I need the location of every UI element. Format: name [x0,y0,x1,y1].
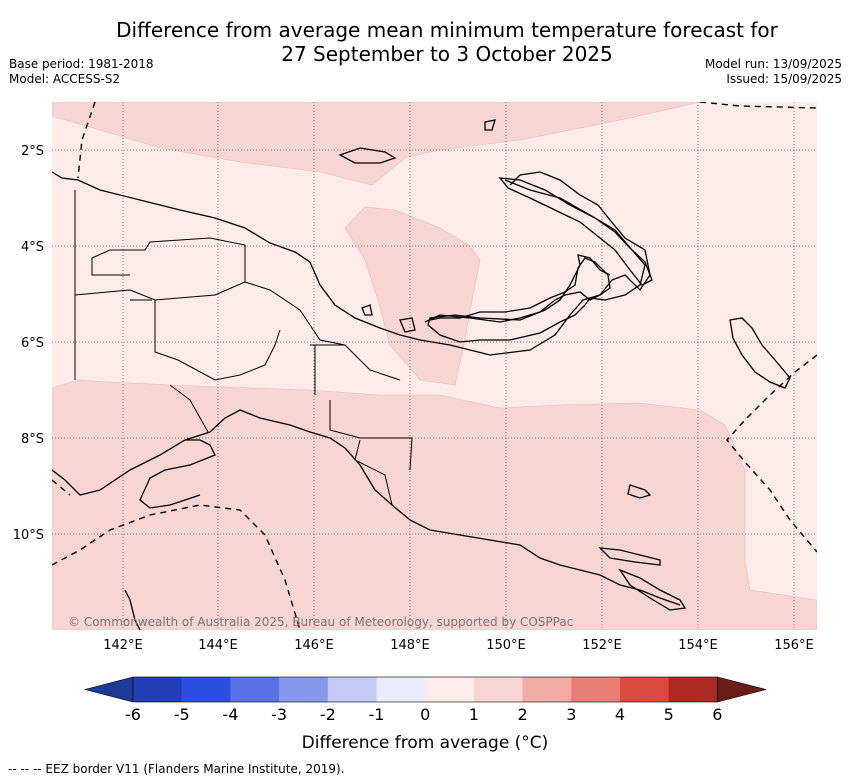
colorbar-tick-label: -3 [271,705,288,724]
colorbar-tick-label: -1 [368,705,385,724]
colorbar-tick-label: -5 [173,705,190,724]
new-ireland-coast [498,177,653,286]
colorbar-tick-label: -6 [125,705,141,724]
colorbar-tick-label: 0 [420,705,431,724]
colorbar-segment [522,677,572,702]
colorbar-tick-label: 1 [468,705,479,724]
longitude-labels: 142°E 144°E 146°E 148°E 150°E 152°E 154°E 156°E [103,638,814,653]
colorbar-segment [230,677,280,702]
lat-label: 10°S [13,528,44,543]
colorbar-tick-label: 3 [566,705,577,724]
colorbar-frame [132,676,718,703]
colorbar-label: Difference from average (°C) [301,733,549,753]
southern-papua-coast [139,439,216,509]
colorbar-tick-label: -4 [222,705,239,724]
lat-label: 4°S [21,240,44,255]
lon-label: 144°E [198,638,238,653]
torres-coast [124,589,141,630]
lon-label: 154°E [678,638,718,653]
anomaly-zone-1-to-2-tongue [344,206,481,386]
lon-label: 142°E [103,638,143,653]
colorbar-ticks: -6 -5 -4 -3 -2 -1 0 1 2 3 4 5 6 [0,705,850,725]
lon-label: 150°E [486,638,526,653]
colorbar-segment [668,677,718,702]
lon-label: 156°E [774,638,814,653]
issued-date: Issued: 15/09/2025 [726,72,842,86]
colorbar-segment [571,677,621,702]
colorbar-segment [620,677,670,702]
metadata-right: Model run: 13/09/2025 Issued: 15/09/2025 [705,57,842,87]
lon-label: 146°E [294,638,334,653]
colorbar-segment [376,677,426,702]
base-period: Base period: 1981-2018 [9,57,154,71]
bougainville-coast [729,317,791,389]
colorbar-tick-label: 4 [614,705,626,724]
lat-label: 8°S [21,432,44,447]
coastlines [52,119,791,630]
anomaly-zone-1-to-2-north [52,102,701,186]
chart-title: Difference from average mean minimum tem… [0,18,850,66]
colorbar-tick-label: 2 [517,705,528,724]
east-islands [598,484,687,611]
title-line-2: 27 September to 3 October 2025 [281,42,613,66]
colorbar-extend-high [717,676,767,703]
colorbar-segment [279,677,329,702]
south-coast [52,409,681,606]
internal-borders [74,190,413,506]
anomaly-zone-1-to-2-south [52,379,817,630]
colorbar-segment [133,677,183,702]
colorbar-segment [181,677,231,702]
colorbar-extend-low [83,676,134,703]
metadata-left: Base period: 1981-2018 Model: ACCESS-S2 [9,57,154,87]
lat-label: 6°S [21,336,44,351]
colorbar-tick-label: -2 [319,705,336,724]
colorbar-tick-label: 5 [663,705,674,724]
lat-label: 2°S [21,144,44,159]
colorbar-tick-label: 6 [712,705,723,724]
manus-island [338,147,397,164]
copyright-text: © Commonwealth of Australia 2025, Bureau… [68,615,573,629]
title-line-1: Difference from average mean minimum tem… [116,18,778,42]
colorbar-segment [425,677,475,702]
new-britain-coast [424,257,611,323]
eez-border [52,102,817,630]
colorbar-segment [473,677,524,702]
north-islands [361,119,496,333]
graticule [52,102,817,630]
latitude-labels: 2°S 4°S 6°S 8°S 10°S [13,144,44,543]
lon-label: 148°E [390,638,430,653]
model-run: Model run: 13/09/2025 [704,57,842,71]
lon-label: 152°E [582,638,622,653]
eez-legend: -- -- -- EEZ border V11 (Flanders Marine… [8,762,345,776]
model-name: Model: ACCESS-S2 [9,72,121,86]
colorbar [83,676,767,703]
colorbar-segment [327,677,377,702]
